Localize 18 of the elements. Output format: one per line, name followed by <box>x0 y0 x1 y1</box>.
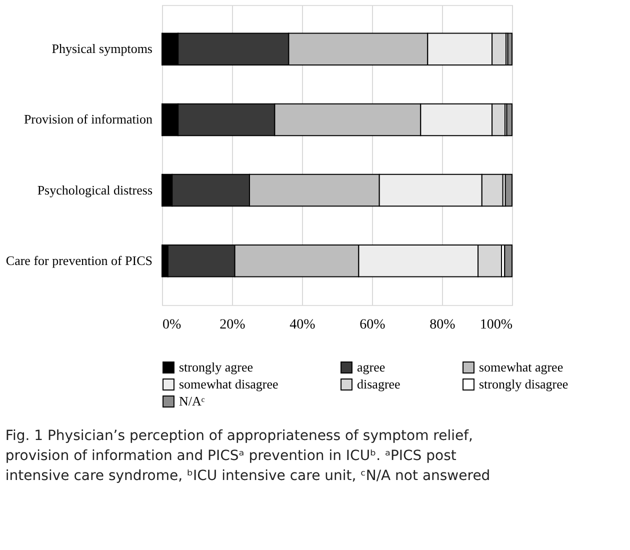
legend-label: N/Aᶜ <box>179 394 206 408</box>
x-tick-label: 20% <box>220 318 246 332</box>
legend-label: agree <box>357 360 386 375</box>
legend-label: strongly disagree <box>479 376 568 392</box>
legend-label: disagree <box>357 376 401 392</box>
legend-label: somewhat disagree <box>179 376 278 392</box>
y-tick-label: Care for prevention of PICS <box>6 252 152 268</box>
legend-label: strongly agree <box>179 360 254 375</box>
y-tick-label: Physical symptoms <box>52 41 152 56</box>
caption: Fig. 1 Physician’s perception of appropriateness of symptom relief, provision of information and PICSᵃ prevention in ICUᵇ. ᵃPICS post intensive care syndrome, ᵇICU intensive care unit, ᶜN/A not answered <box>5 428 490 484</box>
x-tick-label: 40% <box>290 318 316 332</box>
x-tick-label: 0% <box>162 318 182 332</box>
x-tick-label: 80% <box>430 318 456 332</box>
x-tick-label: 100% <box>480 318 513 332</box>
x-tick-label: 60% <box>360 318 386 332</box>
y-tick-label: Provision of information <box>24 112 153 127</box>
y-tick-label: Psychological distress <box>37 182 152 198</box>
legend-label: somewhat agree <box>479 360 564 375</box>
